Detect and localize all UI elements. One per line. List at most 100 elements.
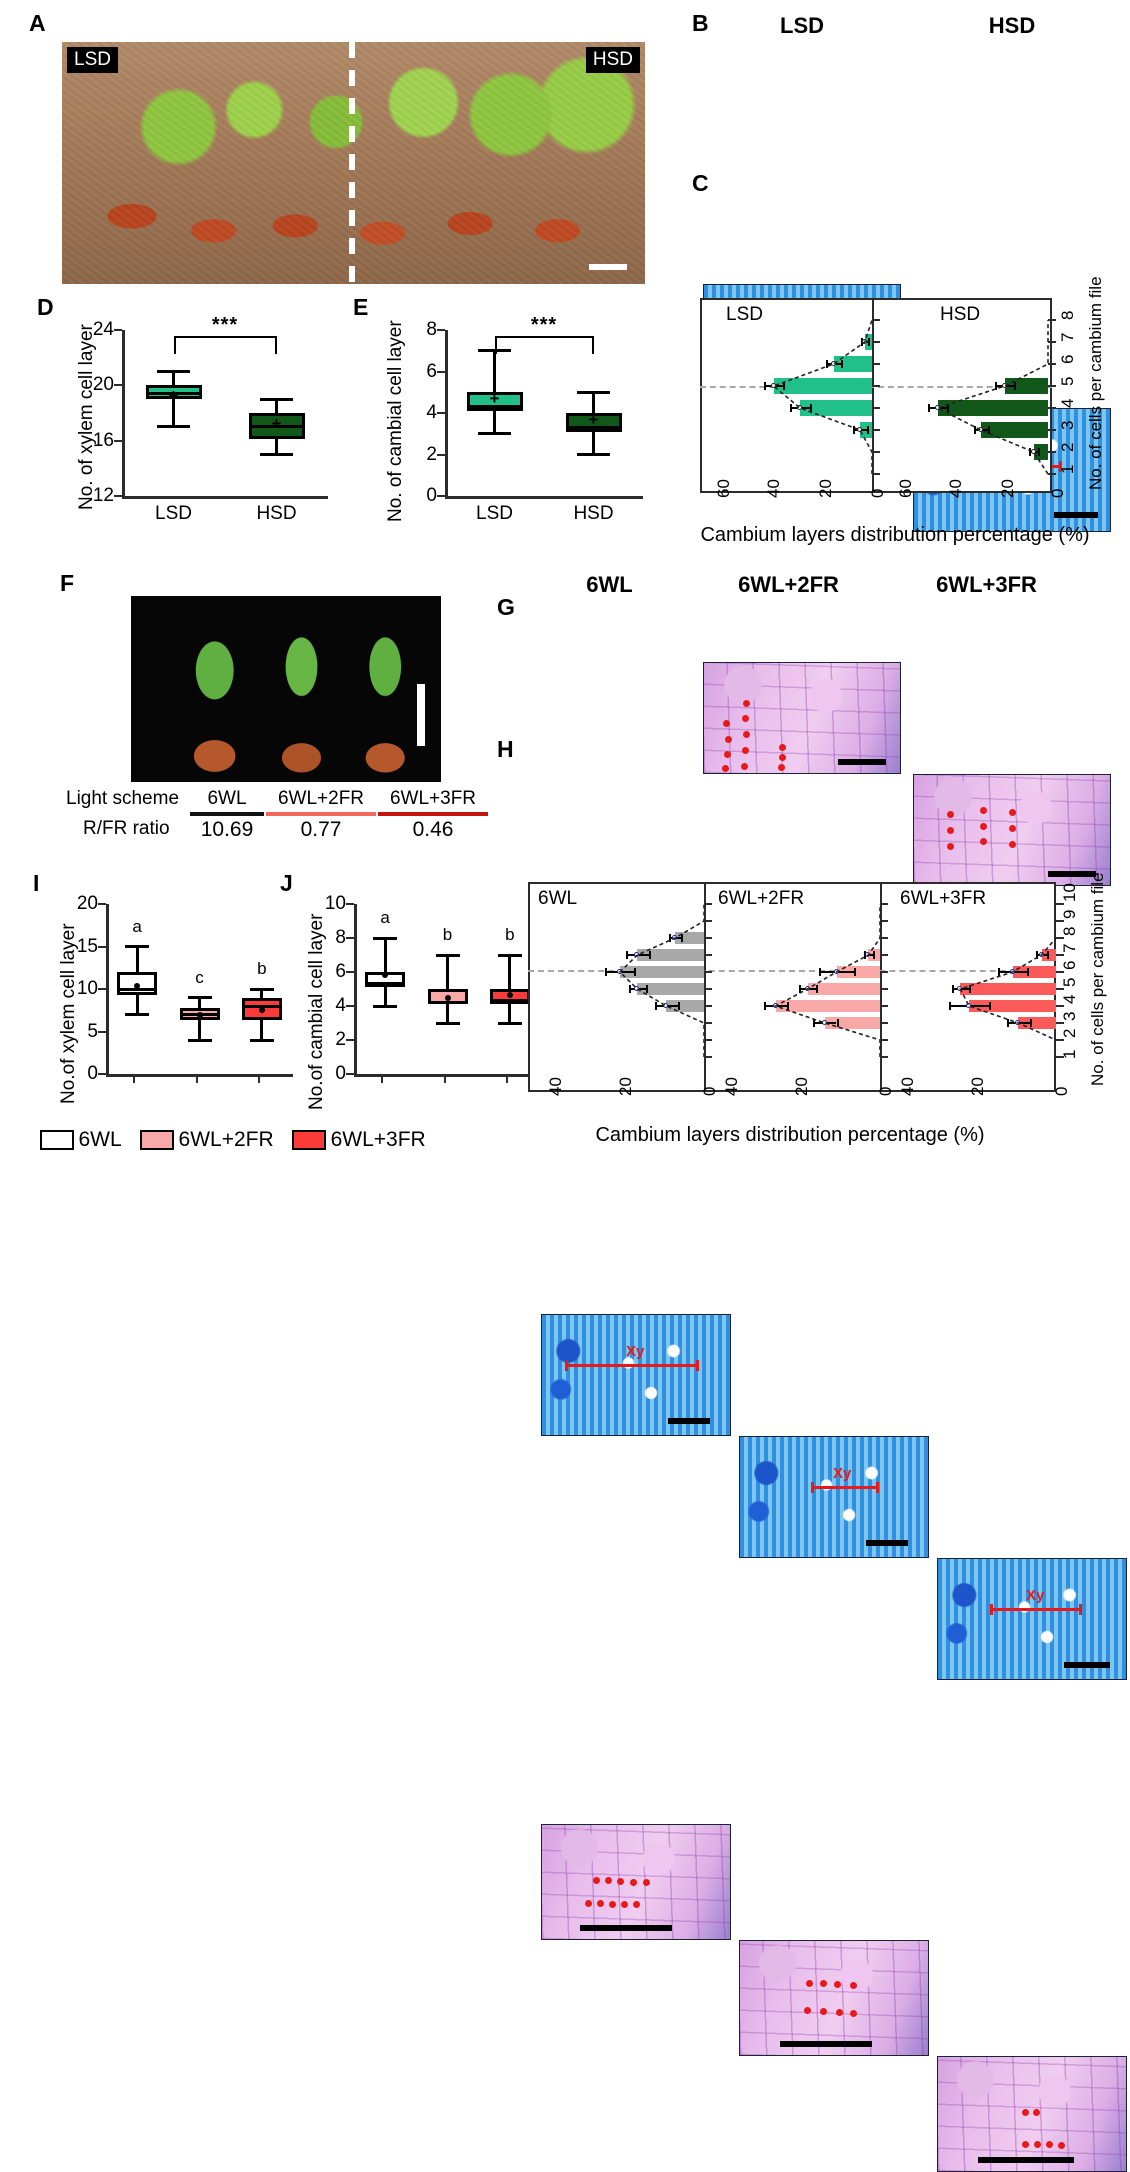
axis-tick-3: 3	[1058, 420, 1077, 430]
significance-bracket	[173, 336, 277, 354]
y-tick	[114, 495, 122, 497]
dist-envelope-curve	[772, 319, 873, 474]
whisker-upper	[592, 392, 595, 413]
axis-tick	[704, 920, 712, 922]
y-tick	[114, 439, 122, 442]
scale-bar	[417, 684, 425, 746]
scale-bar	[1054, 512, 1098, 518]
cambium-cell-dot	[630, 1879, 637, 1886]
dist-center-axis-6wl2fr	[880, 882, 882, 1092]
error-cap	[867, 426, 870, 434]
data-point-marker	[804, 986, 810, 991]
legend-swatch-6wl2fr	[140, 1130, 175, 1150]
error-cap	[988, 426, 990, 434]
axis-tick-9: 9	[1060, 909, 1079, 919]
panel-g-micrograph-6wl2fr: Xy	[739, 1436, 929, 1558]
panel-h-micrograph-6wl2fr	[739, 1940, 929, 2056]
panel-f-label: F	[60, 570, 75, 596]
error-cap	[648, 951, 651, 959]
y-tick	[437, 495, 445, 497]
panel-c-y-axis-label: No. of cells per cambium file	[1086, 276, 1105, 490]
y-ticklabel-5: 5	[87, 1020, 98, 1042]
cambium-cell-dot	[779, 754, 786, 761]
data-point-marker	[770, 383, 776, 388]
axis-tick	[1056, 954, 1064, 956]
data-point-marker	[830, 361, 836, 366]
median-line	[365, 982, 406, 986]
panel-c-micrograph-lsd	[703, 662, 901, 774]
mean-marker: +	[271, 413, 282, 433]
error-cap	[813, 1019, 816, 1027]
group-letter-a: a	[380, 908, 390, 927]
xtick-20-a: 20	[616, 1077, 635, 1096]
photo-divider	[349, 42, 356, 284]
y-axis-label: No.of cambial cell layer	[306, 913, 327, 1110]
error-cap	[852, 426, 855, 434]
axis-tick	[872, 429, 880, 431]
panel-c-right-axis: 8 7 6 5 4 3 2 1 No. of cells per cambium…	[1052, 276, 1130, 493]
mean-marker: +	[489, 389, 500, 409]
axis-tick	[872, 363, 880, 365]
mean-marker	[506, 991, 513, 998]
whisker-lower	[592, 431, 595, 455]
y-tick	[98, 945, 106, 948]
y-tick	[346, 903, 354, 905]
bottom-dist-y-axis-label: No. of cells per cambium file	[1088, 872, 1107, 1086]
cambium-cell-dot	[850, 1982, 857, 1989]
axis-tick	[704, 937, 712, 939]
ratio-6wl: 10.69	[200, 818, 254, 841]
cambium-cell-dot	[621, 1901, 628, 1908]
error-cap	[798, 985, 801, 993]
median-line	[565, 426, 622, 430]
panel-g-title-6wl3fr: 6WL+3FR	[936, 572, 1037, 597]
data-point-marker	[672, 935, 677, 940]
x-tick	[443, 1075, 446, 1083]
axis-tick	[872, 341, 880, 343]
panel-g-title-6wl: 6WL	[586, 572, 633, 597]
cambium-cell-dot	[725, 736, 732, 743]
cambium-cell-dot	[980, 838, 987, 845]
axis-tick	[880, 1039, 888, 1041]
axis-tick	[1056, 1022, 1064, 1024]
y-axis	[106, 904, 109, 1074]
cambium-cell-dot	[723, 720, 730, 727]
scale-bar	[668, 1418, 710, 1424]
x-tick	[133, 1075, 136, 1083]
dist-bars-layer	[528, 882, 1064, 1092]
error-cap	[969, 985, 971, 993]
axis-tick	[704, 954, 712, 956]
axis-tick-7: 7	[1060, 943, 1079, 953]
error-cap	[764, 382, 766, 390]
legend-label-6wl3fr: 6WL+3FR	[330, 1128, 426, 1151]
cambium-cell-dot	[820, 2008, 827, 2015]
mean-marker	[258, 1007, 265, 1014]
panel-c-x-axis-label: Cambium layers distribution percentage (…	[700, 524, 1090, 546]
whisker-lower	[172, 399, 175, 427]
xylem-span-bar	[990, 1604, 1082, 1615]
axis-tick	[880, 1005, 888, 1007]
whisker-lower	[383, 987, 387, 1006]
axis-tick	[872, 451, 880, 453]
axis-tick	[872, 473, 880, 475]
axis-tick	[704, 1056, 712, 1058]
cambium-cell-dot	[741, 763, 748, 770]
group-letter-c: c	[195, 967, 204, 987]
error-cap	[783, 382, 786, 390]
scheme-6wl2fr-underline	[266, 812, 376, 816]
whisker-lower	[275, 439, 278, 455]
whisker-upper	[135, 946, 139, 972]
whisker-upper	[493, 350, 496, 393]
scale-bar	[780, 2041, 872, 2047]
cambium-cell-dot	[1033, 2109, 1040, 2116]
axis-tick	[1056, 920, 1064, 922]
data-point-marker	[1030, 449, 1036, 454]
x-ticklabel-HSD: HSD	[256, 503, 297, 524]
light-scheme-table: Light scheme R/FR ratio 6WL 10.69 6WL+2F…	[8, 788, 488, 846]
x-tick	[505, 1075, 508, 1083]
xtick-0-left: 0	[868, 488, 887, 498]
y-tick	[346, 1073, 354, 1075]
axis-tick	[1048, 451, 1056, 453]
axis-tick	[1048, 319, 1056, 321]
y-tick	[98, 1030, 106, 1033]
y-ticklabel-0: 0	[426, 485, 437, 506]
